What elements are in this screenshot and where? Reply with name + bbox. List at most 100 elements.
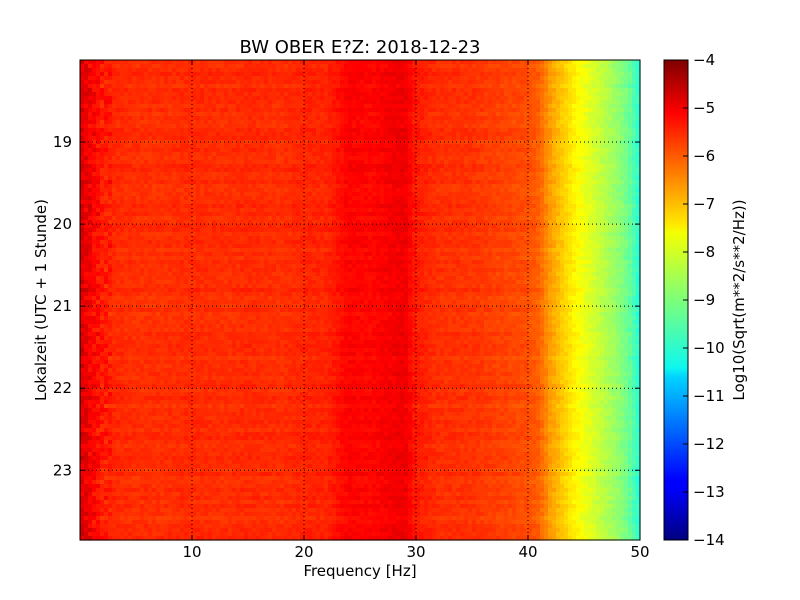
spectrogram-cell: [520, 144, 525, 149]
spectrogram-cell: [376, 60, 381, 65]
spectrogram-cell: [592, 116, 597, 121]
spectrogram-cell: [316, 156, 321, 161]
spectrogram-cell: [420, 176, 425, 181]
spectrogram-cell: [388, 160, 393, 165]
spectrogram-cell: [428, 200, 433, 205]
spectrogram-cell: [368, 84, 373, 89]
spectrogram-cell: [456, 76, 461, 81]
spectrogram-cell: [512, 136, 517, 141]
spectrogram-cell: [124, 124, 129, 129]
spectrogram-cell: [616, 128, 621, 133]
spectrogram-cell: [176, 104, 181, 109]
spectrogram-cell: [352, 192, 357, 197]
spectrogram-cell: [248, 80, 253, 85]
spectrogram-cell: [88, 80, 93, 85]
spectrogram-cell: [324, 200, 329, 205]
spectrogram-cell: [448, 144, 453, 149]
spectrogram-cell: [544, 84, 549, 89]
spectrogram-cell: [328, 168, 333, 173]
spectrogram-cell: [516, 104, 521, 109]
spectrogram-cell: [548, 104, 553, 109]
spectrogram-cell: [492, 136, 497, 141]
spectrogram-cell: [188, 164, 193, 169]
spectrogram-cell: [252, 200, 257, 205]
spectrogram-cell: [372, 196, 377, 201]
spectrogram-cell: [84, 68, 89, 73]
spectrogram-cell: [248, 76, 253, 81]
spectrogram-cell: [476, 96, 481, 101]
spectrogram-cell: [260, 192, 265, 197]
spectrogram-cell: [440, 88, 445, 93]
spectrogram-cell: [472, 180, 477, 185]
spectrogram-cell: [304, 144, 309, 149]
spectrogram-cell: [100, 176, 105, 181]
spectrogram-cell: [560, 128, 565, 133]
spectrogram-cell: [476, 156, 481, 161]
spectrogram-cell: [288, 88, 293, 93]
spectrogram-cell: [248, 140, 253, 145]
spectrogram-cell: [540, 88, 545, 93]
spectrogram-cell: [152, 124, 157, 129]
spectrogram-cell: [340, 188, 345, 193]
spectrogram-cell: [352, 140, 357, 145]
spectrogram-cell: [596, 112, 601, 117]
spectrogram-cell: [280, 156, 285, 161]
spectrogram-cell: [152, 104, 157, 109]
spectrogram-cell: [108, 160, 113, 165]
spectrogram-cell: [484, 160, 489, 165]
spectrogram-cell: [488, 188, 493, 193]
spectrogram-cell: [324, 104, 329, 109]
spectrogram-cell: [268, 136, 273, 141]
spectrogram-cell: [584, 112, 589, 117]
spectrogram-cell: [256, 180, 261, 185]
spectrogram-cell: [452, 80, 457, 85]
spectrogram-cell: [132, 92, 137, 97]
spectrogram-cell: [380, 104, 385, 109]
spectrogram-cell: [360, 128, 365, 133]
spectrogram-cell: [464, 100, 469, 105]
spectrogram-cell: [620, 80, 625, 85]
spectrogram-cell: [120, 88, 125, 93]
spectrogram-cell: [428, 168, 433, 173]
spectrogram-cell: [188, 132, 193, 137]
spectrogram-cell: [512, 192, 517, 197]
spectrogram-cell: [344, 192, 349, 197]
spectrogram-cell: [276, 124, 281, 129]
spectrogram-cell: [308, 88, 313, 93]
spectrogram-cell: [604, 156, 609, 161]
spectrogram-cell: [100, 136, 105, 141]
spectrogram-cell: [136, 104, 141, 109]
spectrogram-cell: [280, 132, 285, 137]
spectrogram-cell: [552, 152, 557, 157]
spectrogram-cell: [352, 100, 357, 105]
spectrogram-cell: [468, 124, 473, 129]
spectrogram-cell: [312, 100, 317, 105]
spectrogram-cell: [128, 128, 133, 133]
spectrogram-cell: [604, 88, 609, 93]
spectrogram-cell: [592, 72, 597, 77]
spectrogram-cell: [268, 132, 273, 137]
spectrogram-cell: [340, 176, 345, 181]
spectrogram-cell: [268, 128, 273, 133]
spectrogram-cell: [284, 196, 289, 201]
spectrogram-cell: [100, 132, 105, 137]
spectrogram-cell: [576, 180, 581, 185]
spectrogram-cell: [492, 80, 497, 85]
spectrogram-cell: [332, 156, 337, 161]
spectrogram-cell: [228, 144, 233, 149]
spectrogram-cell: [476, 76, 481, 81]
spectrogram-cell: [192, 192, 197, 197]
spectrogram-cell: [472, 84, 477, 89]
spectrogram-cell: [340, 156, 345, 161]
spectrogram-cell: [112, 60, 117, 65]
spectrogram-cell: [584, 184, 589, 189]
spectrogram-cell: [596, 88, 601, 93]
spectrogram-cell: [244, 180, 249, 185]
spectrogram-cell: [116, 84, 121, 89]
spectrogram-cell: [352, 72, 357, 77]
spectrogram-cell: [620, 152, 625, 157]
spectrogram-cell: [516, 184, 521, 189]
spectrogram-cell: [452, 104, 457, 109]
spectrogram-cell: [604, 60, 609, 65]
spectrogram-cell: [276, 152, 281, 157]
